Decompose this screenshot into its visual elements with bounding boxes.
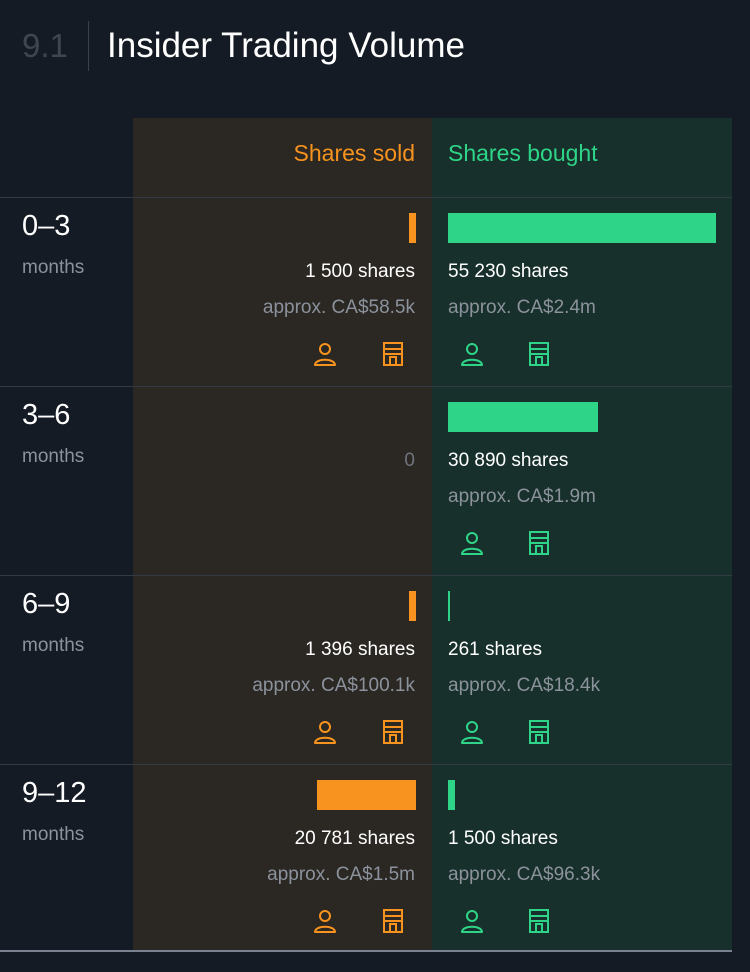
table-row: 6–9 months 1 396 shares approx. CA$100.1k 26… xyxy=(0,576,750,765)
row-divider xyxy=(0,575,732,576)
sold-value: approx. CA$58.5k xyxy=(262,297,415,318)
building-icon[interactable] xyxy=(527,908,551,934)
sold-shares: 1 396 shares xyxy=(305,639,415,660)
person-icon[interactable] xyxy=(460,341,484,367)
table-row: 3–6 months 0 30 890 shares approx. CA$1.9m xyxy=(0,387,750,576)
sold-shares: 20 781 shares xyxy=(294,828,415,849)
period-label: 0–3 xyxy=(22,210,71,242)
bought-shares: 1 500 shares xyxy=(448,828,558,849)
column-header-bought: Shares bought xyxy=(448,140,598,166)
section-header: 9.1 Insider Trading Volume xyxy=(22,20,465,72)
building-icon[interactable] xyxy=(527,719,551,745)
building-icon[interactable] xyxy=(381,908,405,934)
period-label: 9–12 xyxy=(22,777,87,809)
table-row: 0–3 months 1 500 shares approx. CA$58.5k 55 … xyxy=(0,198,750,387)
building-icon[interactable] xyxy=(527,341,551,367)
person-icon[interactable] xyxy=(460,719,484,745)
person-icon[interactable] xyxy=(313,908,337,934)
sold-value: approx. CA$1.5m xyxy=(267,864,415,885)
bought-value: approx. CA$2.4m xyxy=(448,297,596,318)
period-label: 3–6 xyxy=(22,399,71,431)
table-bottom-border xyxy=(0,950,732,952)
bought-value: approx. CA$1.9m xyxy=(448,486,596,507)
person-icon[interactable] xyxy=(313,341,337,367)
row-divider xyxy=(0,386,732,387)
bought-volume-bar xyxy=(448,591,450,621)
person-icon[interactable] xyxy=(460,530,484,556)
sold-volume-bar xyxy=(409,213,416,243)
building-icon[interactable] xyxy=(381,719,405,745)
sold-shares: 1 500 shares xyxy=(305,261,415,282)
bought-volume-bar xyxy=(448,780,455,810)
person-icon[interactable] xyxy=(460,908,484,934)
bought-column-background xyxy=(432,118,732,950)
period-unit-label: months xyxy=(22,446,85,467)
period-label: 6–9 xyxy=(22,588,71,620)
period-unit-label: months xyxy=(22,257,85,278)
header-divider xyxy=(88,21,89,71)
row-divider xyxy=(0,197,732,198)
table-row: 9–12 months 20 781 shares approx. CA$1.5m 1 … xyxy=(0,765,750,954)
page-title: Insider Trading Volume xyxy=(107,26,465,65)
bought-shares: 30 890 shares xyxy=(448,450,569,471)
period-unit-label: months xyxy=(22,635,85,656)
bought-volume-bar xyxy=(448,213,716,243)
sold-zero-value: 0 xyxy=(404,450,415,471)
bought-shares: 55 230 shares xyxy=(448,261,569,282)
person-icon[interactable] xyxy=(313,719,337,745)
sold-volume-bar xyxy=(409,591,416,621)
column-header-sold: Shares sold xyxy=(293,140,415,166)
sold-value: approx. CA$100.1k xyxy=(252,675,415,696)
sold-volume-bar xyxy=(317,780,416,810)
bought-shares: 261 shares xyxy=(448,639,543,660)
bought-value: approx. CA$96.3k xyxy=(448,864,601,885)
building-icon[interactable] xyxy=(381,341,405,367)
sold-column-background xyxy=(133,118,432,950)
row-divider xyxy=(0,764,732,765)
period-unit-label: months xyxy=(22,824,85,845)
building-icon[interactable] xyxy=(527,530,551,556)
section-number: 9.1 xyxy=(22,27,68,64)
bought-value: approx. CA$18.4k xyxy=(448,675,601,696)
bought-volume-bar xyxy=(448,402,598,432)
